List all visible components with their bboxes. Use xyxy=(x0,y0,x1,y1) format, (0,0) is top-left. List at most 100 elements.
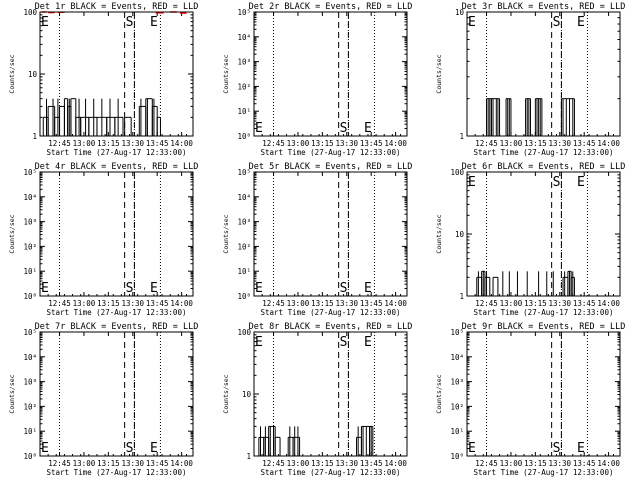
start-marker: S xyxy=(340,121,348,136)
left-edge-marker: E xyxy=(468,441,476,456)
x-tick-label: 14:00 xyxy=(170,459,193,468)
x-tick-label: 14:00 xyxy=(384,139,407,148)
x-axis-label: Start Time (27-Aug-17 12:33:00) xyxy=(474,468,614,477)
y-tick-label: 10¹ xyxy=(23,427,37,436)
start-marker: S xyxy=(340,281,348,296)
x-tick-label: 13:30 xyxy=(121,299,144,308)
y-tick-label: 10² xyxy=(237,82,251,91)
y-tick-label: 1 xyxy=(459,132,464,141)
panel-title: Det 1r BLACK = Events, RED = LLD xyxy=(35,2,199,12)
x-tick-label: 13:15 xyxy=(97,299,120,308)
y-tick-label: 10² xyxy=(237,242,251,251)
panel-9: Det 9r BLACK = Events, RED = LLD Counts/s… xyxy=(435,322,625,477)
panel-title: Det 7r BLACK = Events, RED = LLD xyxy=(35,322,199,332)
plot-frame xyxy=(466,11,621,137)
y-tick-label: 10⁵ xyxy=(237,8,251,17)
x-tick-label: 13:45 xyxy=(360,139,383,148)
x-tick-label: 13:15 xyxy=(97,139,120,148)
y-tick-label: 10 xyxy=(28,70,38,79)
x-tick-label: 12:45 xyxy=(475,459,498,468)
y-tick-label: 10⁵ xyxy=(450,328,464,337)
x-axis-label: Start Time (27-Aug-17 12:33:00) xyxy=(474,308,614,317)
x-tick-label: 14:00 xyxy=(170,139,193,148)
y-tick-label: 10¹ xyxy=(450,427,464,436)
y-tick-label: 10⁰ xyxy=(23,292,37,301)
y-axis-label: Counts/sec xyxy=(222,54,230,93)
start-marker: S xyxy=(126,281,134,296)
y-tick-label: 10¹ xyxy=(23,267,37,276)
x-tick-label: 13:45 xyxy=(360,459,383,468)
end-marker: E xyxy=(577,15,585,30)
y-tick-label: 10⁰ xyxy=(237,132,251,141)
end-marker: E xyxy=(364,335,372,350)
y-axis-label: Counts/sec xyxy=(435,374,443,413)
y-tick-label: 10⁴ xyxy=(450,353,464,362)
x-axis-label: Start Time (27-Aug-17 12:33:00) xyxy=(474,148,614,157)
panel-1: Det 1r BLACK = Events, RED = LLD Counts/s… xyxy=(8,2,198,157)
x-axis-label: Start Time (27-Aug-17 12:33:00) xyxy=(47,148,187,157)
start-marker: S xyxy=(553,175,561,190)
x-tick-label: 14:00 xyxy=(170,299,193,308)
y-tick-label: 1 xyxy=(246,452,251,461)
y-tick-label: 10⁰ xyxy=(450,452,464,461)
x-axis-label: Start Time (27-Aug-17 12:33:00) xyxy=(47,308,187,317)
x-tick-label: 12:45 xyxy=(262,139,285,148)
x-tick-label: 13:00 xyxy=(500,299,523,308)
x-tick-label: 12:45 xyxy=(48,459,71,468)
y-tick-label: 10⁴ xyxy=(237,33,251,42)
start-marker: S xyxy=(126,15,134,30)
x-tick-label: 13:30 xyxy=(548,299,571,308)
y-tick-label: 10³ xyxy=(23,218,37,227)
end-marker: E xyxy=(577,441,585,456)
y-tick-label: 10² xyxy=(23,402,37,411)
y-tick-label: 10³ xyxy=(23,378,37,387)
x-tick-label: 13:15 xyxy=(524,459,547,468)
x-tick-label: 13:30 xyxy=(548,139,571,148)
x-tick-label: 13:15 xyxy=(311,139,334,148)
x-tick-label: 13:30 xyxy=(121,459,144,468)
y-tick-label: 100 xyxy=(23,8,37,17)
y-tick-label: 10⁰ xyxy=(23,452,37,461)
y-tick-label: 10⁴ xyxy=(237,193,251,202)
panel-2: Det 2r BLACK = Events, RED = LLD Counts/s… xyxy=(222,2,412,157)
left-edge-marker: E xyxy=(41,15,49,30)
end-marker: E xyxy=(364,121,372,136)
x-tick-label: 14:00 xyxy=(597,459,620,468)
panel-8: Det 8r BLACK = Events, RED = LLD Counts/s… xyxy=(222,322,412,477)
y-tick-label: 10⁰ xyxy=(237,292,251,301)
x-tick-label: 12:45 xyxy=(475,299,498,308)
x-tick-label: 13:15 xyxy=(524,139,547,148)
left-edge-marker: E xyxy=(255,281,263,296)
panel-7: Det 7r BLACK = Events, RED = LLD Counts/s… xyxy=(8,322,198,477)
panel-title: Det 8r BLACK = Events, RED = LLD xyxy=(249,322,413,332)
x-axis-label: Start Time (27-Aug-17 12:33:00) xyxy=(261,148,401,157)
x-tick-label: 14:00 xyxy=(597,299,620,308)
y-tick-label: 10 xyxy=(455,230,465,239)
plot-frame xyxy=(466,171,621,297)
start-marker: S xyxy=(553,441,561,456)
panel-title: Det 9r BLACK = Events, RED = LLD xyxy=(462,322,626,332)
left-edge-marker: E xyxy=(468,175,476,190)
x-tick-label: 13:30 xyxy=(335,139,358,148)
start-marker: S xyxy=(340,335,348,350)
x-tick-label: 12:45 xyxy=(262,299,285,308)
x-tick-label: 13:45 xyxy=(573,459,596,468)
panel-6: Det 6r BLACK = Events, RED = LLD Counts/s… xyxy=(435,162,625,317)
x-tick-label: 13:15 xyxy=(524,299,547,308)
end-marker: E xyxy=(577,175,585,190)
y-axis-label: Counts/sec xyxy=(435,54,443,93)
y-tick-label: 10² xyxy=(23,242,37,251)
panel-5: Det 5r BLACK = Events, RED = LLD Counts/s… xyxy=(222,162,412,317)
x-tick-label: 13:45 xyxy=(146,299,169,308)
x-tick-label: 13:00 xyxy=(500,459,523,468)
y-axis-label: Counts/sec xyxy=(222,374,230,413)
start-marker: S xyxy=(126,441,134,456)
end-marker: E xyxy=(150,281,158,296)
y-tick-label: 10 xyxy=(455,8,465,17)
x-axis-label: Start Time (27-Aug-17 12:33:00) xyxy=(47,468,187,477)
x-tick-label: 13:15 xyxy=(311,459,334,468)
y-tick-label: 10¹ xyxy=(237,267,251,276)
y-tick-label: 10⁵ xyxy=(23,168,37,177)
